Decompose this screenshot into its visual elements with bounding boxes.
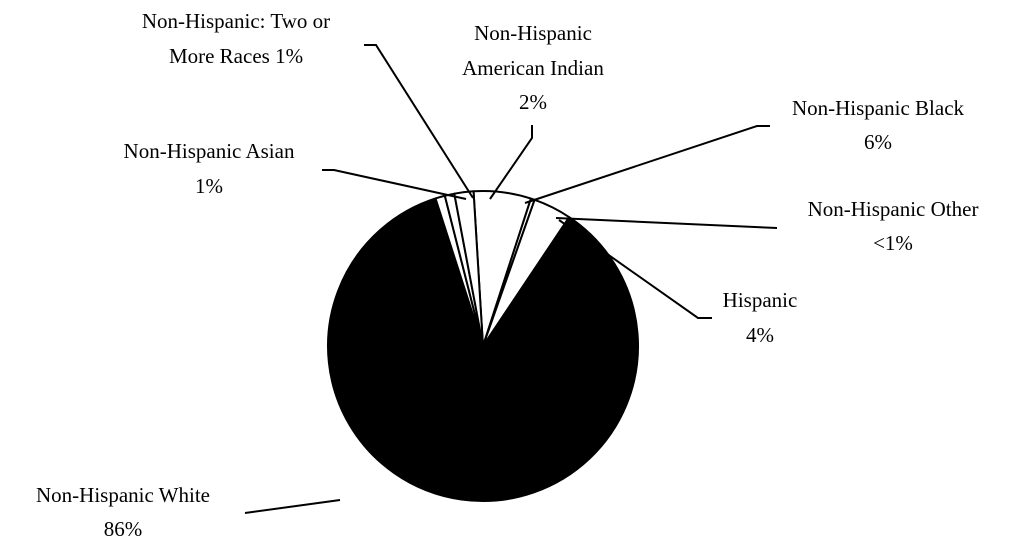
label-asian-line2: 1%: [195, 174, 223, 198]
leader-lines: [244, 44, 778, 514]
label-other-line2: <1%: [873, 231, 913, 255]
leader-line-asian: [322, 169, 467, 200]
label-white-line1: Non-Hispanic White: [36, 483, 210, 507]
label-black-line1: Non-Hispanic Black: [792, 96, 965, 120]
label-other-line1: Non-Hispanic Other: [808, 197, 979, 221]
label-black-line2: 6%: [864, 130, 892, 154]
pie-slices: [327, 190, 639, 502]
label-white-line2: 86%: [104, 517, 143, 540]
slice-non-hispanic-white: [327, 197, 639, 502]
slice-non-hispanic-american-indian: [453, 190, 484, 347]
leader-line-american-indian: [489, 125, 533, 200]
label-hispanic-line2: 4%: [746, 323, 774, 347]
leader-line-other: [555, 217, 778, 229]
slice-labels: Non-Hispanic: Two or More Races 1% Non-H…: [36, 9, 978, 540]
label-asian-line1: Non-Hispanic Asian: [124, 139, 295, 163]
label-american-indian-line1: Non-Hispanic: [474, 21, 592, 45]
leader-line-white: [244, 499, 341, 514]
label-two-or-more-line2: More Races 1%: [169, 44, 303, 68]
leader-line-hispanic: [558, 219, 712, 319]
label-hispanic-line1: Hispanic: [723, 288, 798, 312]
leader-line-black: [524, 125, 770, 204]
label-two-or-more-line1: Non-Hispanic: Two or: [142, 9, 330, 33]
leader-line-two-or-more: [364, 44, 474, 199]
label-american-indian-line3: 2%: [519, 90, 547, 114]
label-american-indian-line2: American Indian: [462, 56, 604, 80]
